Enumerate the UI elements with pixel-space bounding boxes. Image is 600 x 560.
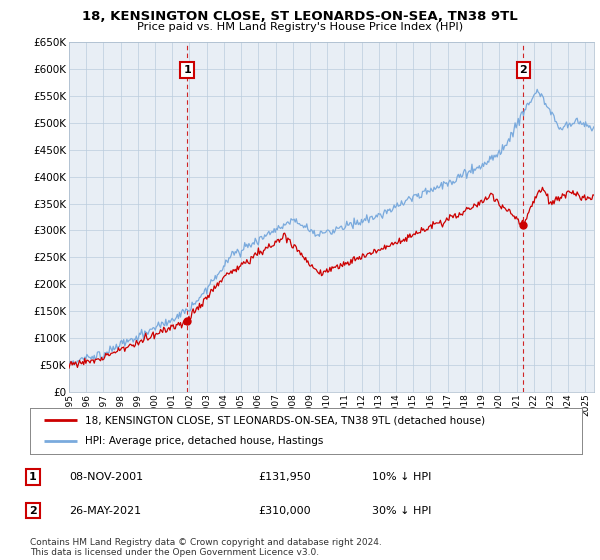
Text: 30% ↓ HPI: 30% ↓ HPI	[372, 506, 431, 516]
Text: 2: 2	[29, 506, 37, 516]
Text: Contains HM Land Registry data © Crown copyright and database right 2024.
This d: Contains HM Land Registry data © Crown c…	[30, 538, 382, 557]
Text: 1: 1	[29, 472, 37, 482]
Text: £310,000: £310,000	[258, 506, 311, 516]
Text: 18, KENSINGTON CLOSE, ST LEONARDS-ON-SEA, TN38 9TL: 18, KENSINGTON CLOSE, ST LEONARDS-ON-SEA…	[82, 10, 518, 23]
Text: 2: 2	[520, 65, 527, 75]
Text: £131,950: £131,950	[258, 472, 311, 482]
Text: 18, KENSINGTON CLOSE, ST LEONARDS-ON-SEA, TN38 9TL (detached house): 18, KENSINGTON CLOSE, ST LEONARDS-ON-SEA…	[85, 415, 485, 425]
Text: 10% ↓ HPI: 10% ↓ HPI	[372, 472, 431, 482]
Text: 08-NOV-2001: 08-NOV-2001	[69, 472, 143, 482]
Text: HPI: Average price, detached house, Hastings: HPI: Average price, detached house, Hast…	[85, 436, 323, 446]
Text: 1: 1	[183, 65, 191, 75]
Text: Price paid vs. HM Land Registry's House Price Index (HPI): Price paid vs. HM Land Registry's House …	[137, 22, 463, 32]
Text: 26-MAY-2021: 26-MAY-2021	[69, 506, 141, 516]
